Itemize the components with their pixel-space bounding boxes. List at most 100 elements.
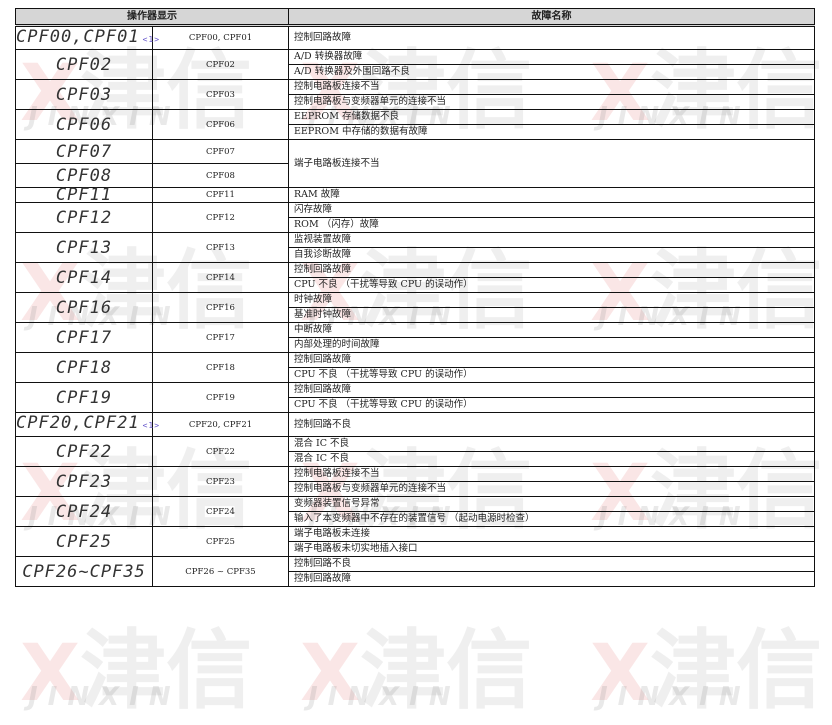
- table-row: CPF00,CPF01 <1> CPF00, CPF01 控制回路故障: [15, 25, 815, 50]
- display-code: CPF00,CPF01: [16, 26, 140, 47]
- display-code: CPF19: [55, 387, 113, 408]
- fault-table: 操作器显示 故障名称 CPF00,CPF01 <1> CPF00, CPF01 控制回…: [15, 8, 815, 587]
- operator-display: CPF23: [15, 466, 153, 497]
- table-row: CPF19 CPF19 控制回路故障: [15, 382, 815, 413]
- fault-name: 控制回路故障: [288, 262, 815, 278]
- table-row: CPF23 CPF23 控制电路板连接不当: [15, 466, 815, 497]
- fault-code: CPF12: [152, 202, 289, 233]
- footnote-ref: <1>: [142, 421, 161, 430]
- fault-code: CPF16: [152, 292, 289, 323]
- operator-display: CPF03: [15, 79, 153, 110]
- fault-code: CPF14: [152, 262, 289, 293]
- fault-name: 控制回路故障: [288, 571, 815, 587]
- fault-code: CPF25: [152, 526, 289, 557]
- fault-code: CPF06: [152, 109, 289, 140]
- display-code: CPF18: [55, 357, 113, 378]
- table-row: CPF06 CPF06 EEPROM 存储数据不良: [15, 109, 815, 140]
- display-code: CPF25: [55, 531, 113, 552]
- table-row: CPF22 CPF22 混合 IC 不良: [15, 436, 815, 467]
- operator-display: CPF11: [15, 187, 153, 204]
- operator-display: CPF14: [15, 262, 153, 293]
- fault-name: RAM 故障: [288, 187, 815, 203]
- fault-name: 中断故障: [288, 322, 815, 338]
- fault-code: CPF17: [152, 322, 289, 353]
- operator-display: CPF19: [15, 382, 153, 413]
- operator-display: CPF08: [15, 163, 153, 188]
- table-row: CPF13 CPF13 监视装置故障: [15, 232, 815, 263]
- display-code: CPF17: [55, 327, 113, 348]
- watermark-logo: X津信 JINXIN: [590, 600, 822, 725]
- watermark-logo: X津信 JINXIN: [300, 600, 532, 725]
- watermark-en: JINXIN: [28, 682, 181, 712]
- fault-code: CPF23: [152, 466, 289, 497]
- fault-name: 端子电路板连接不当: [288, 139, 815, 188]
- fault-code: CPF19: [152, 382, 289, 413]
- fault-code: CPF02: [152, 49, 289, 80]
- operator-display: CPF24: [15, 496, 153, 527]
- watermark-cn: 津信: [650, 621, 823, 721]
- fault-code: CPF13: [152, 232, 289, 263]
- watermark-x: X: [300, 629, 361, 719]
- display-code: CPF07: [55, 141, 113, 162]
- display-code: CPF23: [55, 471, 113, 492]
- table-row: CPF11 CPF11 RAM 故障: [15, 187, 815, 204]
- fault-name: 闪存故障: [288, 202, 815, 218]
- fault-code: CPF20, CPF21: [152, 412, 289, 437]
- fault-name: EEPROM 存储数据不良: [288, 109, 815, 125]
- operator-display: CPF16: [15, 292, 153, 323]
- fault-name: 基准时钟故障: [288, 307, 815, 323]
- fault-name: CPU 不良 （干扰等导致 CPU 的误动作）: [288, 277, 815, 293]
- display-code: CPF24: [55, 501, 113, 522]
- watermark-cn: 津信: [360, 621, 533, 721]
- display-code: CPF26~CPF35: [22, 561, 146, 582]
- display-code: CPF22: [55, 441, 113, 462]
- watermark-x: X: [20, 629, 81, 719]
- fault-code: CPF22: [152, 436, 289, 467]
- fault-name: 控制电路板与变频器单元的连接不当: [288, 94, 815, 110]
- fault-name: ROM （闪存）故障: [288, 217, 815, 233]
- fault-name: 输入了本变频器中不存在的装置信号 （起动电源时检查）: [288, 511, 815, 527]
- table-row: CPF12 CPF12 闪存故障: [15, 202, 815, 233]
- operator-display: CPF26~CPF35: [15, 556, 153, 587]
- fault-code: CPF26 ~ CPF35: [152, 556, 289, 587]
- table-row: CPF26~CPF35 CPF26 ~ CPF35 控制回路不良: [15, 556, 815, 587]
- operator-display: CPF00,CPF01 <1>: [15, 25, 159, 50]
- table-row: CPF03 CPF03 控制电路板连接不当: [15, 79, 815, 110]
- fault-name: CPU 不良 （干扰等导致 CPU 的误动作）: [288, 367, 815, 383]
- fault-name: 混合 IC 不良: [288, 451, 815, 467]
- fault-name: 控制回路不良: [288, 412, 815, 437]
- operator-display: CPF18: [15, 352, 153, 383]
- fault-code: CPF07: [152, 139, 289, 164]
- fault-name: 内部处理的时间故障: [288, 337, 815, 353]
- operator-display: CPF12: [15, 202, 153, 233]
- table-row: CPF02 CPF02 A/D 转换器故障: [15, 49, 815, 80]
- fault-name: 控制回路故障: [288, 382, 815, 398]
- operator-display: CPF22: [15, 436, 153, 467]
- table-row: CPF24 CPF24 变频器装置信号异常: [15, 496, 815, 527]
- table-row: CPF20,CPF21 <1> CPF20, CPF21 控制回路不良: [15, 412, 815, 437]
- operator-display: CPF06: [15, 109, 153, 140]
- footnote-ref: <1>: [142, 34, 161, 44]
- header-fault-name: 故障名称: [288, 8, 815, 27]
- table-row: CPF16 CPF16 时钟故障: [15, 292, 815, 323]
- table-row: CPF07 CPF07 端子电路板连接不当: [15, 139, 815, 188]
- display-code: CPF08: [55, 165, 113, 186]
- display-code: CPF03: [55, 84, 113, 105]
- fault-name: 端子电路板未连接: [288, 526, 815, 542]
- fault-name: 自我诊断故障: [288, 247, 815, 263]
- table-header-row: 操作器显示 故障名称: [15, 8, 815, 27]
- display-code: CPF14: [55, 267, 113, 288]
- table-row: CPF25 CPF25 端子电路板未连接: [15, 526, 815, 557]
- watermark-cn: 津信: [80, 621, 253, 721]
- display-code: CPF12: [55, 207, 113, 228]
- fault-name: A/D 转换器及外围回路不良: [288, 64, 815, 80]
- fault-name: 控制电路板与变频器单元的连接不当: [288, 481, 815, 497]
- fault-name: A/D 转换器故障: [288, 49, 815, 65]
- operator-display: CPF07: [15, 139, 153, 164]
- operator-display: CPF20,CPF21 <1>: [15, 412, 159, 437]
- table-row: CPF14 CPF14 控制回路故障: [15, 262, 815, 293]
- operator-display: CPF02: [15, 49, 153, 80]
- fault-name: 控制回路不良: [288, 556, 815, 572]
- display-code: CPF02: [55, 54, 113, 75]
- display-code: CPF20,CPF21: [16, 413, 140, 433]
